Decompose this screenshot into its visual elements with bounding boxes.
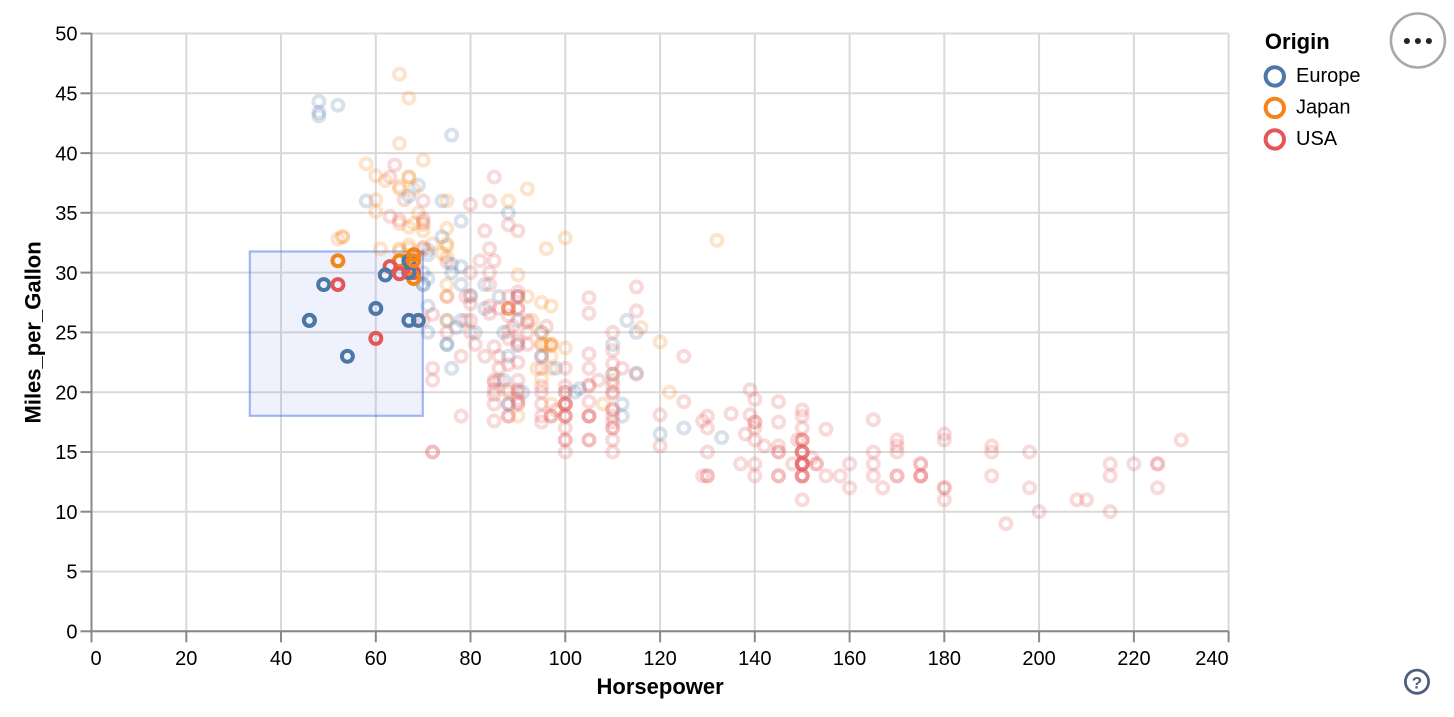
- svg-text:15: 15: [55, 442, 77, 464]
- svg-text:160: 160: [833, 648, 866, 670]
- svg-text:50: 50: [55, 24, 77, 46]
- svg-text:25: 25: [55, 323, 77, 345]
- svg-text:Miles_per_Gallon: Miles_per_Gallon: [20, 241, 45, 423]
- svg-text:240: 240: [1195, 648, 1228, 670]
- svg-text:100: 100: [549, 648, 582, 670]
- svg-text:60: 60: [365, 648, 387, 670]
- svg-text:5: 5: [66, 562, 77, 584]
- svg-text:Japan: Japan: [1296, 97, 1351, 119]
- svg-text:180: 180: [928, 648, 961, 670]
- svg-text:80: 80: [459, 648, 481, 670]
- svg-text:220: 220: [1117, 648, 1150, 670]
- svg-text:140: 140: [738, 648, 771, 670]
- svg-text:0: 0: [66, 622, 77, 644]
- svg-text:40: 40: [270, 648, 292, 670]
- svg-text:20: 20: [175, 648, 197, 670]
- svg-text:20: 20: [55, 382, 77, 404]
- svg-text:200: 200: [1022, 648, 1055, 670]
- svg-text:?: ?: [1412, 673, 1422, 692]
- svg-text:Europe: Europe: [1296, 65, 1361, 87]
- svg-text:0: 0: [91, 648, 102, 670]
- svg-text:35: 35: [55, 203, 77, 225]
- svg-text:USA: USA: [1296, 128, 1338, 150]
- svg-text:45: 45: [55, 84, 77, 106]
- svg-text:30: 30: [55, 263, 77, 285]
- svg-text:10: 10: [55, 502, 77, 524]
- svg-text:Horsepower: Horsepower: [597, 674, 725, 699]
- svg-text:120: 120: [643, 648, 676, 670]
- svg-text:Origin: Origin: [1265, 29, 1330, 54]
- svg-text:40: 40: [55, 143, 77, 165]
